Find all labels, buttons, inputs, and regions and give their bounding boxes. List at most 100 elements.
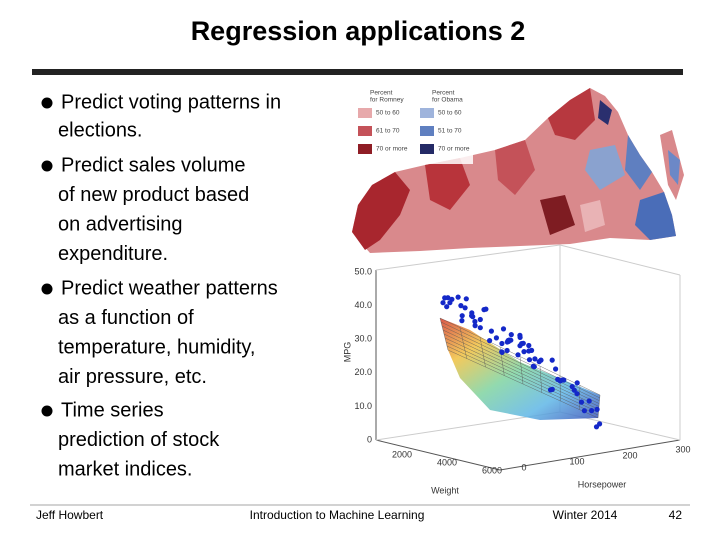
footer-page: 42 [669, 508, 683, 522]
bullet-list: Predict voting patterns in elections. Pred… [41, 91, 281, 480]
map-region [425, 158, 470, 210]
map-region [585, 145, 625, 190]
data-point [440, 300, 446, 306]
weight-tick-label: 4000 [437, 457, 457, 467]
data-point [515, 352, 521, 358]
bullet-text: Predict voting patterns in [61, 91, 281, 113]
data-point [517, 334, 523, 340]
data-point [444, 304, 450, 310]
data-point [487, 338, 493, 344]
data-point [499, 349, 505, 355]
mesh-line [444, 337, 599, 410]
data-points [440, 294, 603, 430]
map-region [625, 135, 652, 190]
map-region [668, 150, 680, 185]
legend-swatch [358, 144, 372, 154]
mesh-line [446, 345, 599, 416]
bullet-text: elections. [58, 119, 143, 141]
weight-tick-label: 2000 [392, 449, 412, 459]
data-point [574, 391, 580, 397]
legend-title: for Romney [370, 97, 404, 104]
data-point [463, 296, 469, 302]
data-point [469, 310, 475, 316]
data-point [517, 343, 523, 349]
y-axis-label: MPG [342, 342, 352, 363]
data-point [445, 295, 451, 301]
legend-title: for Obama [432, 97, 463, 104]
data-point [526, 357, 533, 363]
bullet-text: air pressure, etc. [58, 366, 207, 388]
data-point [529, 347, 535, 353]
y-tick-label: 50.0 [354, 266, 372, 276]
footer-term: Winter 2014 [553, 508, 618, 522]
y-tick-label: 30.0 [354, 334, 372, 344]
weight-tick-label: 6000 [482, 465, 502, 475]
bullet-text: of new product based [58, 184, 249, 206]
bullet-dot [41, 283, 53, 295]
map-region [352, 172, 410, 250]
mesh-line [597, 394, 601, 419]
box-edge [375, 244, 561, 271]
data-point [499, 340, 505, 347]
surface-mesh [439, 317, 601, 419]
data-point [536, 359, 542, 365]
box-edge [559, 244, 681, 276]
data-point [459, 313, 465, 319]
data-point [455, 294, 461, 300]
plot-labels: 50.0 40.0 30.0 20.0 10.0 0 2000 4000 6000 0 100 200… [342, 266, 690, 495]
legend-swatch [420, 108, 434, 118]
legend-swatch [358, 126, 372, 136]
hp-tick-label: 100 [569, 456, 584, 466]
legend-swatch [420, 126, 434, 136]
map-region [540, 195, 575, 235]
map-region [548, 88, 595, 140]
bullet-text: Predict weather patterns [61, 277, 278, 299]
title-rule [32, 69, 683, 75]
data-point [593, 424, 600, 430]
bullet-dot [41, 97, 53, 109]
legend-item: 61 to 70 [376, 128, 400, 135]
map-region [635, 192, 676, 240]
legend-title: Percent [370, 90, 393, 97]
mesh-line [447, 349, 599, 419]
x-axis-label: Weight [431, 485, 459, 495]
data-point [488, 328, 494, 334]
y-tick-label: 0 [367, 434, 372, 444]
data-point [530, 363, 536, 369]
hp-tick-label: 0 [521, 462, 526, 472]
data-point [561, 377, 567, 383]
y-tick-label: 20.0 [354, 367, 372, 377]
data-point [500, 326, 507, 332]
data-point [462, 305, 468, 311]
legend-item: 51 to 70 [438, 128, 462, 135]
slide-title: Regression applications 2 [191, 16, 526, 46]
data-point [589, 408, 595, 414]
data-point [594, 406, 600, 412]
data-point [549, 357, 555, 363]
data-point [472, 318, 478, 325]
data-point [532, 356, 538, 362]
data-point [521, 349, 527, 355]
data-point [447, 300, 453, 306]
footer-author: Jeff Howbert [36, 508, 104, 522]
data-point [578, 399, 585, 405]
data-point [459, 318, 465, 324]
y-tick-label: 10.0 [354, 401, 372, 411]
bullet-text: expenditure. [58, 243, 168, 265]
bullet-dot [41, 405, 53, 417]
data-point [574, 380, 580, 386]
axis [375, 439, 501, 471]
legend-title: Percent [432, 90, 455, 97]
data-point [458, 303, 464, 309]
plot-3d: 50.0 40.0 30.0 20.0 10.0 0 2000 4000 6000 0 100 200… [342, 244, 691, 495]
data-point [549, 386, 555, 392]
bullet-dot [41, 160, 53, 172]
data-point [581, 408, 588, 414]
mesh-line [579, 385, 581, 410]
legend-item: 70 or more [438, 146, 470, 153]
bullet-text: temperature, humidity, [58, 336, 256, 358]
data-point [504, 339, 510, 345]
mesh-line [445, 341, 599, 413]
